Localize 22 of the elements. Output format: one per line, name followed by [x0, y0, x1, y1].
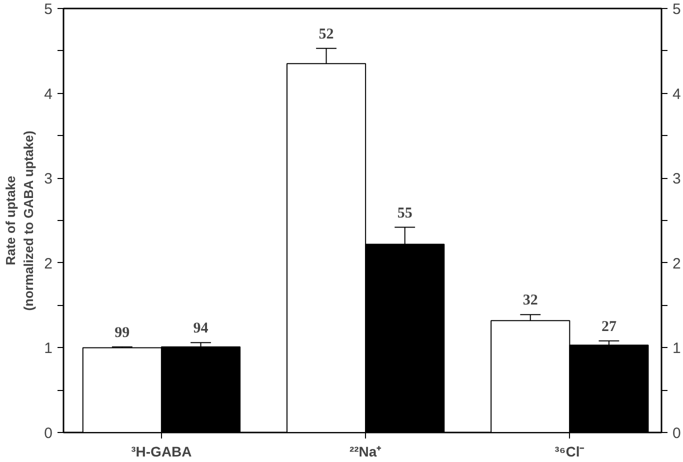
annotation: 32: [522, 292, 538, 309]
y2-tick-label: 1: [672, 340, 681, 358]
y-tick-label: 2: [44, 255, 52, 272]
y-axis-title: Rate of uptake (normalized to GABA uptake): [3, 130, 36, 311]
y2-tick-label: 2: [672, 255, 681, 272]
annotation: 94: [193, 320, 209, 337]
annotation: 52: [318, 26, 334, 42]
x-tick-label: ²²Na⁺: [349, 444, 382, 460]
annotation: 99: [114, 324, 130, 341]
annotation: 55: [397, 205, 412, 222]
y-tick-label: 3: [44, 170, 52, 188]
y-tick-label: 0: [44, 425, 52, 442]
y2-tick-label: 3: [672, 170, 681, 188]
x-tick-label: ³⁶Cl⁻: [554, 444, 585, 460]
y-tick-label: 1: [44, 340, 52, 358]
y-tick-label: 5: [44, 1, 52, 18]
y2-tick-label: 4: [672, 86, 681, 103]
annotation: 27: [601, 318, 617, 335]
y2-tick-label: 5: [672, 1, 681, 18]
y-tick-label: 4: [44, 86, 52, 103]
y2-tick-label: 0: [672, 425, 681, 442]
x-tick-label: ³H-GABA: [131, 444, 192, 460]
